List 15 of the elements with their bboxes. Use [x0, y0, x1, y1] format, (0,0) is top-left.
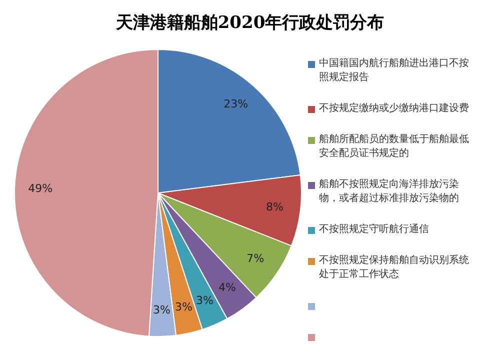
data-label: 49% [28, 182, 53, 196]
data-label: 3% [152, 303, 170, 316]
legend-label: 中国籍国内航行船舶进出港口不按照规定报告 [319, 56, 470, 84]
legend-label: 船舶所配船员的数量低于船舶最低安全配员证书规定的 [319, 132, 470, 160]
data-label: 8% [266, 200, 284, 214]
data-label: 3% [174, 300, 192, 314]
legend-label: 不按照规定保持船舶自动识别系统处于正常工作状态 [319, 254, 470, 282]
data-label: 7% [246, 252, 264, 265]
data-label: 23% [224, 98, 248, 111]
legend-label: 不按规定缴纳或少缴纳港口建设费 [319, 102, 469, 116]
data-label: 3% [196, 294, 214, 307]
legend-label: 不按照规定守听航行通信 [319, 222, 429, 236]
chart-title: 天津港籍船舶2020年行政处罚分布 [114, 12, 386, 35]
data-label: 4% [218, 281, 236, 294]
legend-label: 船舶不按照规定向海洋排放污染物，或者超过标准排放污染物的 [319, 178, 460, 206]
